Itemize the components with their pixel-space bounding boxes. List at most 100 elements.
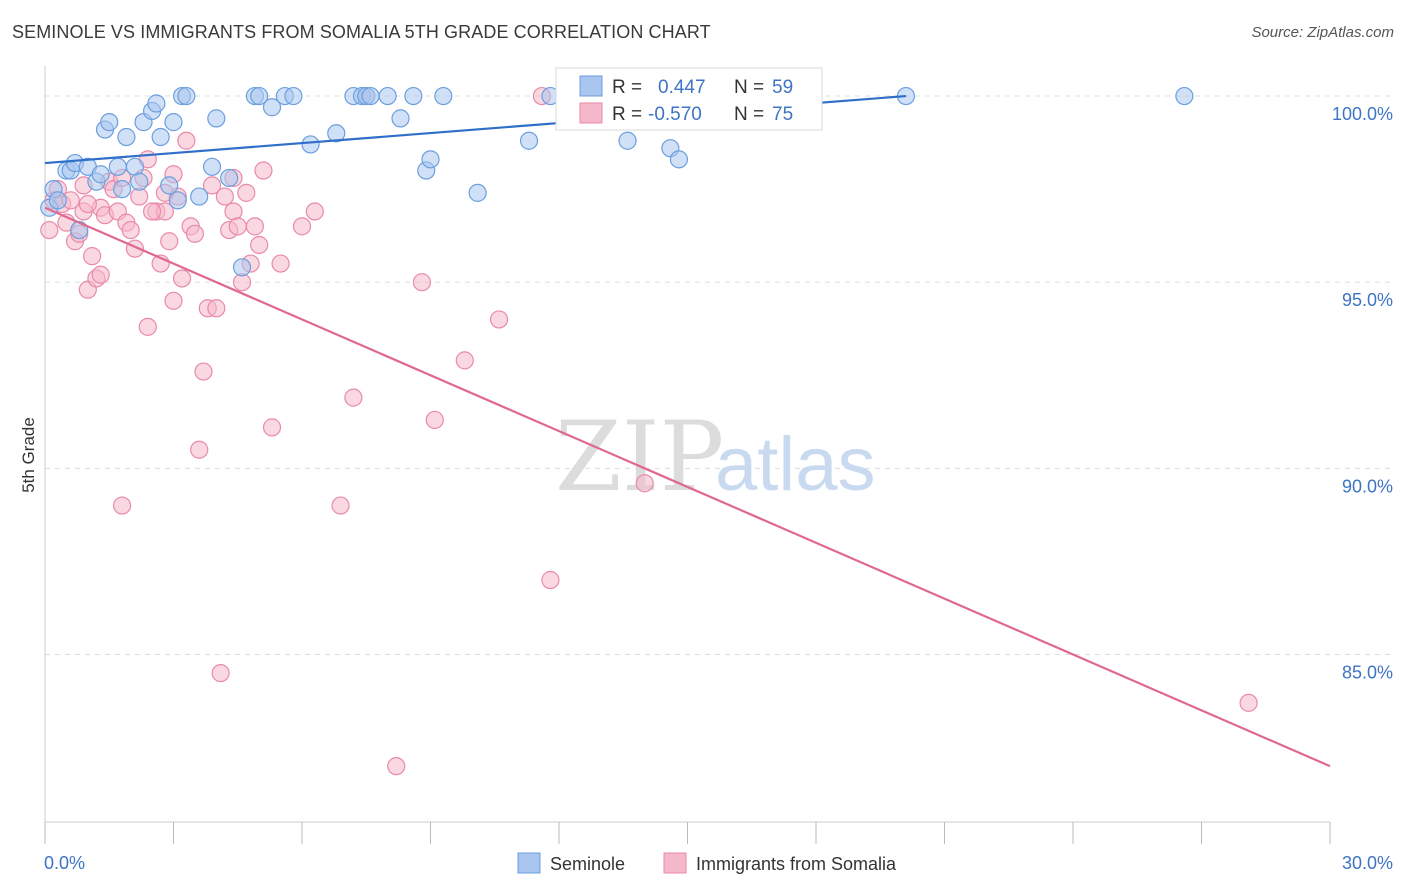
data-point (412, 273, 432, 292)
data-point (404, 86, 423, 106)
data-point (177, 86, 196, 106)
data-point (202, 157, 222, 176)
data-point (284, 86, 303, 106)
data-point (83, 247, 102, 266)
trend-line-somalia (44, 206, 1331, 768)
data-point (344, 388, 363, 407)
data-point (48, 191, 67, 210)
legend-n-value-1: 59 (772, 77, 793, 98)
data-point (185, 224, 205, 243)
data-point (108, 157, 127, 176)
legend-swatch-pink (579, 102, 603, 124)
data-point (305, 202, 324, 221)
data-point (301, 135, 320, 154)
bottom-legend-somalia: Immigrants from Somalia (696, 854, 897, 874)
data-point (147, 94, 166, 113)
data-point (618, 131, 637, 150)
chart-title: SEMINOLE VS IMMIGRANTS FROM SOMALIA 5TH … (12, 22, 711, 42)
y-tick-label: 100.0% (1332, 104, 1393, 124)
data-point (190, 187, 209, 206)
data-point (292, 217, 312, 236)
data-point (142, 202, 162, 221)
data-point (468, 183, 487, 202)
data-point (271, 254, 290, 273)
data-point (207, 109, 226, 128)
data-point (112, 496, 132, 515)
legend-n-label-2: N = (734, 104, 764, 125)
watermark-atlas: atlas (715, 422, 876, 507)
data-point (378, 86, 397, 106)
data-point (425, 410, 444, 430)
bottom-legend-swatch-seminole (517, 852, 541, 874)
axes (44, 66, 1331, 844)
data-point (172, 269, 192, 288)
x-tick-label: 0.0% (44, 853, 85, 873)
legend-r-label-1: R = (612, 77, 642, 98)
data-point (164, 113, 183, 132)
x-tick-label: 30.0% (1342, 853, 1393, 873)
data-point (91, 165, 110, 184)
data-point (112, 180, 132, 199)
y-tick-label: 85.0% (1342, 662, 1393, 682)
data-point (100, 113, 119, 132)
data-point (361, 86, 380, 106)
legend-r-value-2: -0.570 (648, 104, 702, 125)
data-point (194, 362, 213, 381)
data-point (250, 235, 269, 255)
data-point (489, 310, 509, 329)
source-label: Source: ZipAtlas.com (1251, 24, 1394, 41)
data-point (232, 258, 252, 277)
data-point (331, 496, 350, 515)
data-point (151, 127, 170, 147)
data-point (121, 220, 140, 240)
data-point (207, 299, 226, 318)
legend-r-label-2: R = (612, 104, 642, 125)
data-point (220, 168, 239, 188)
data-point (130, 172, 149, 191)
data-point (1175, 86, 1194, 106)
bottom-legend-seminole: Seminole (550, 854, 625, 874)
data-point (215, 187, 234, 206)
data-point (245, 217, 264, 236)
data-point (138, 317, 157, 336)
watermark-zip: ZIP (555, 401, 724, 513)
y-axis-label: 5th Grade (19, 417, 38, 493)
data-point (168, 191, 187, 210)
data-point (160, 176, 179, 195)
data-point (262, 418, 282, 437)
data-point (421, 150, 440, 169)
y-tick-label: 95.0% (1342, 290, 1393, 310)
data-point (1239, 693, 1258, 712)
data-point (117, 127, 136, 147)
data-point (254, 161, 273, 180)
watermark: ZIP atlas (555, 401, 876, 513)
tick-labels: 85.0% 90.0% 95.0% 100.0% 0.0% 30.0% (44, 104, 1393, 873)
data-point (190, 440, 209, 459)
data-point (519, 131, 539, 150)
data-point (177, 131, 196, 150)
data-point (635, 474, 654, 493)
legend-swatch-blue (579, 75, 603, 97)
data-point (211, 663, 230, 683)
grid (45, 95, 1395, 655)
legend-box: R = 0.447 N = 59 R = -0.570 N = 75 (555, 67, 823, 131)
data-point (669, 150, 689, 169)
data-point (391, 109, 410, 128)
data-point (91, 265, 110, 284)
data-point (228, 217, 247, 236)
legend-n-value-2: 75 (772, 104, 793, 125)
bottom-legend-swatch-somalia (663, 852, 687, 874)
data-point (434, 86, 453, 106)
bottom-legend: Seminole Immigrants from Somalia (517, 852, 897, 874)
data-point (387, 757, 406, 776)
data-point (262, 98, 282, 117)
data-point (40, 220, 59, 240)
data-point (250, 86, 269, 106)
data-point (327, 124, 346, 143)
legend-r-value-1: 0.447 (658, 77, 706, 98)
legend-n-label-1: N = (734, 77, 764, 98)
data-point (202, 176, 222, 195)
data-point (160, 232, 179, 251)
data-point (78, 194, 97, 214)
